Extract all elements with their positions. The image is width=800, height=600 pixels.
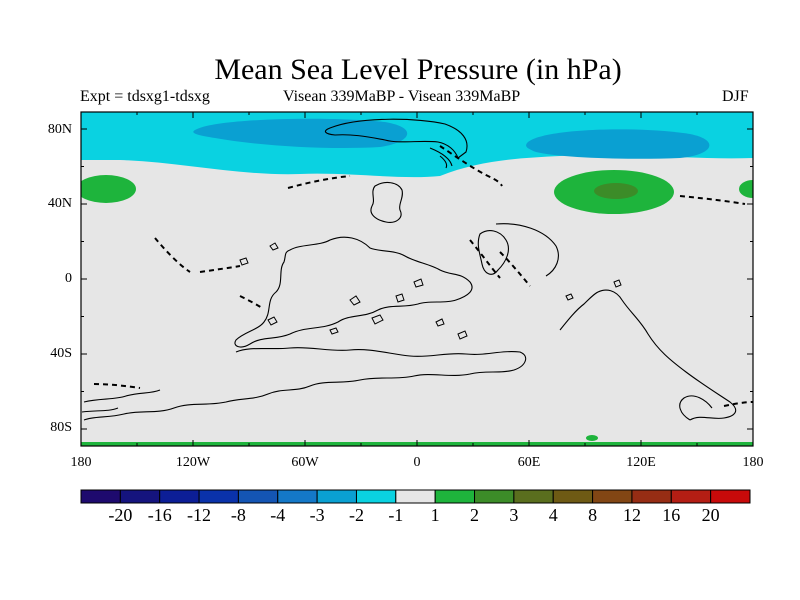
island-chain-west bbox=[154, 237, 191, 273]
pacific-positive-wrap bbox=[739, 180, 753, 198]
coastline-north-peninsula bbox=[429, 147, 453, 169]
colorbar-label: -3 bbox=[309, 505, 325, 525]
southern-positive-speck bbox=[586, 435, 598, 441]
coastline-east-island bbox=[477, 230, 509, 275]
colorbar-box bbox=[355, 489, 397, 504]
lon-label: 60W bbox=[291, 455, 319, 470]
colorbar-label: 3 bbox=[509, 505, 519, 525]
lon-label: 120E bbox=[626, 455, 656, 470]
coastline-southern-continent bbox=[559, 289, 737, 421]
colorbar-label: 1 bbox=[430, 505, 440, 525]
colorbar-label: 16 bbox=[662, 505, 681, 525]
lon-label: 60E bbox=[517, 455, 541, 470]
island-chain-west-2 bbox=[199, 265, 241, 273]
small-island bbox=[457, 330, 468, 340]
island-chain-northeast bbox=[439, 145, 503, 187]
island-chain-southwest bbox=[93, 383, 141, 389]
colorbar-label: 8 bbox=[588, 505, 598, 525]
experiment-label: Expt = tdsxg1-tdsxg bbox=[80, 88, 210, 105]
coastlines bbox=[81, 118, 737, 421]
small-island bbox=[269, 242, 279, 251]
small-island bbox=[267, 316, 278, 326]
island-chain-far-south bbox=[723, 401, 753, 407]
small-island bbox=[613, 279, 622, 288]
small-island bbox=[395, 293, 405, 303]
colorbar-box bbox=[513, 489, 554, 504]
colorbar-box bbox=[552, 489, 594, 504]
small-island bbox=[413, 278, 424, 288]
colorbar-box bbox=[592, 489, 633, 504]
small-island bbox=[239, 257, 249, 266]
colorbar-box bbox=[434, 489, 476, 504]
coastline-main-continent bbox=[234, 236, 473, 348]
colorbar-box bbox=[119, 489, 161, 504]
island-chain-north bbox=[287, 175, 351, 189]
colorbar-box bbox=[670, 489, 712, 504]
colorbar-label: -20 bbox=[108, 505, 133, 525]
small-island bbox=[349, 295, 361, 306]
colorbar bbox=[80, 489, 751, 504]
colorbar-box bbox=[395, 489, 436, 504]
island-chain-east-2 bbox=[499, 251, 531, 287]
arctic-negative-core-west bbox=[193, 118, 408, 148]
map-ticks bbox=[80, 112, 754, 446]
period-label: Visean 339MaBP - Visean 339MaBP bbox=[283, 88, 521, 105]
lon-label: 180 bbox=[742, 455, 764, 470]
coastline-southern-landmass bbox=[83, 347, 527, 421]
colorbar-box bbox=[237, 489, 279, 504]
colorbar-box bbox=[277, 489, 318, 504]
colorbar-label: 4 bbox=[548, 505, 558, 525]
pacific-positive-west bbox=[81, 175, 136, 203]
map-field bbox=[81, 112, 753, 446]
lat-label: 40S bbox=[50, 346, 72, 361]
season-label: DJF bbox=[722, 88, 749, 105]
coastline-southern-shore bbox=[81, 389, 161, 413]
lon-label: 180 bbox=[70, 455, 92, 470]
lat-label: 0 bbox=[65, 271, 72, 286]
map-title: Mean Sea Level Pressure (in hPa) bbox=[214, 53, 622, 86]
lon-label: 0 bbox=[413, 455, 421, 470]
colorbar-label: -1 bbox=[388, 505, 404, 525]
colorbar-label: 2 bbox=[470, 505, 480, 525]
colorbar-label: 12 bbox=[622, 505, 641, 525]
coastline-east-arc bbox=[495, 223, 559, 277]
small-island bbox=[435, 318, 445, 327]
colorbar-label: -8 bbox=[230, 505, 246, 525]
lat-label: 40N bbox=[47, 196, 72, 211]
colorbar-box bbox=[159, 489, 200, 504]
pacific-positive-east-core bbox=[594, 183, 638, 199]
colorbar-label: -4 bbox=[270, 505, 286, 525]
arctic-negative-core-east bbox=[526, 129, 710, 159]
colorbar-box bbox=[198, 489, 239, 504]
small-island bbox=[329, 327, 339, 335]
colorbar-label: -2 bbox=[348, 505, 364, 525]
lat-label: 80S bbox=[50, 420, 72, 435]
island-chains bbox=[93, 145, 753, 407]
small-islands bbox=[239, 242, 622, 340]
colorbar-label: -16 bbox=[147, 505, 172, 525]
lon-label: 120W bbox=[175, 455, 211, 470]
colorbar-box bbox=[710, 489, 751, 504]
small-island bbox=[565, 293, 574, 301]
island-chain-east bbox=[469, 239, 501, 279]
island-chain-pacific bbox=[679, 195, 746, 205]
colorbar-box bbox=[80, 489, 121, 504]
colorbar-box bbox=[316, 489, 357, 504]
colorbar-box bbox=[474, 489, 515, 504]
colorbar-box bbox=[631, 489, 672, 504]
small-island bbox=[371, 314, 384, 325]
colorbar-label: 20 bbox=[701, 505, 720, 525]
coastline-northern-island bbox=[370, 181, 403, 223]
coastline-north-continent bbox=[324, 118, 468, 159]
island-chain-central bbox=[239, 295, 263, 309]
lat-label: 80N bbox=[47, 122, 72, 137]
colorbar-label: -12 bbox=[187, 505, 212, 525]
